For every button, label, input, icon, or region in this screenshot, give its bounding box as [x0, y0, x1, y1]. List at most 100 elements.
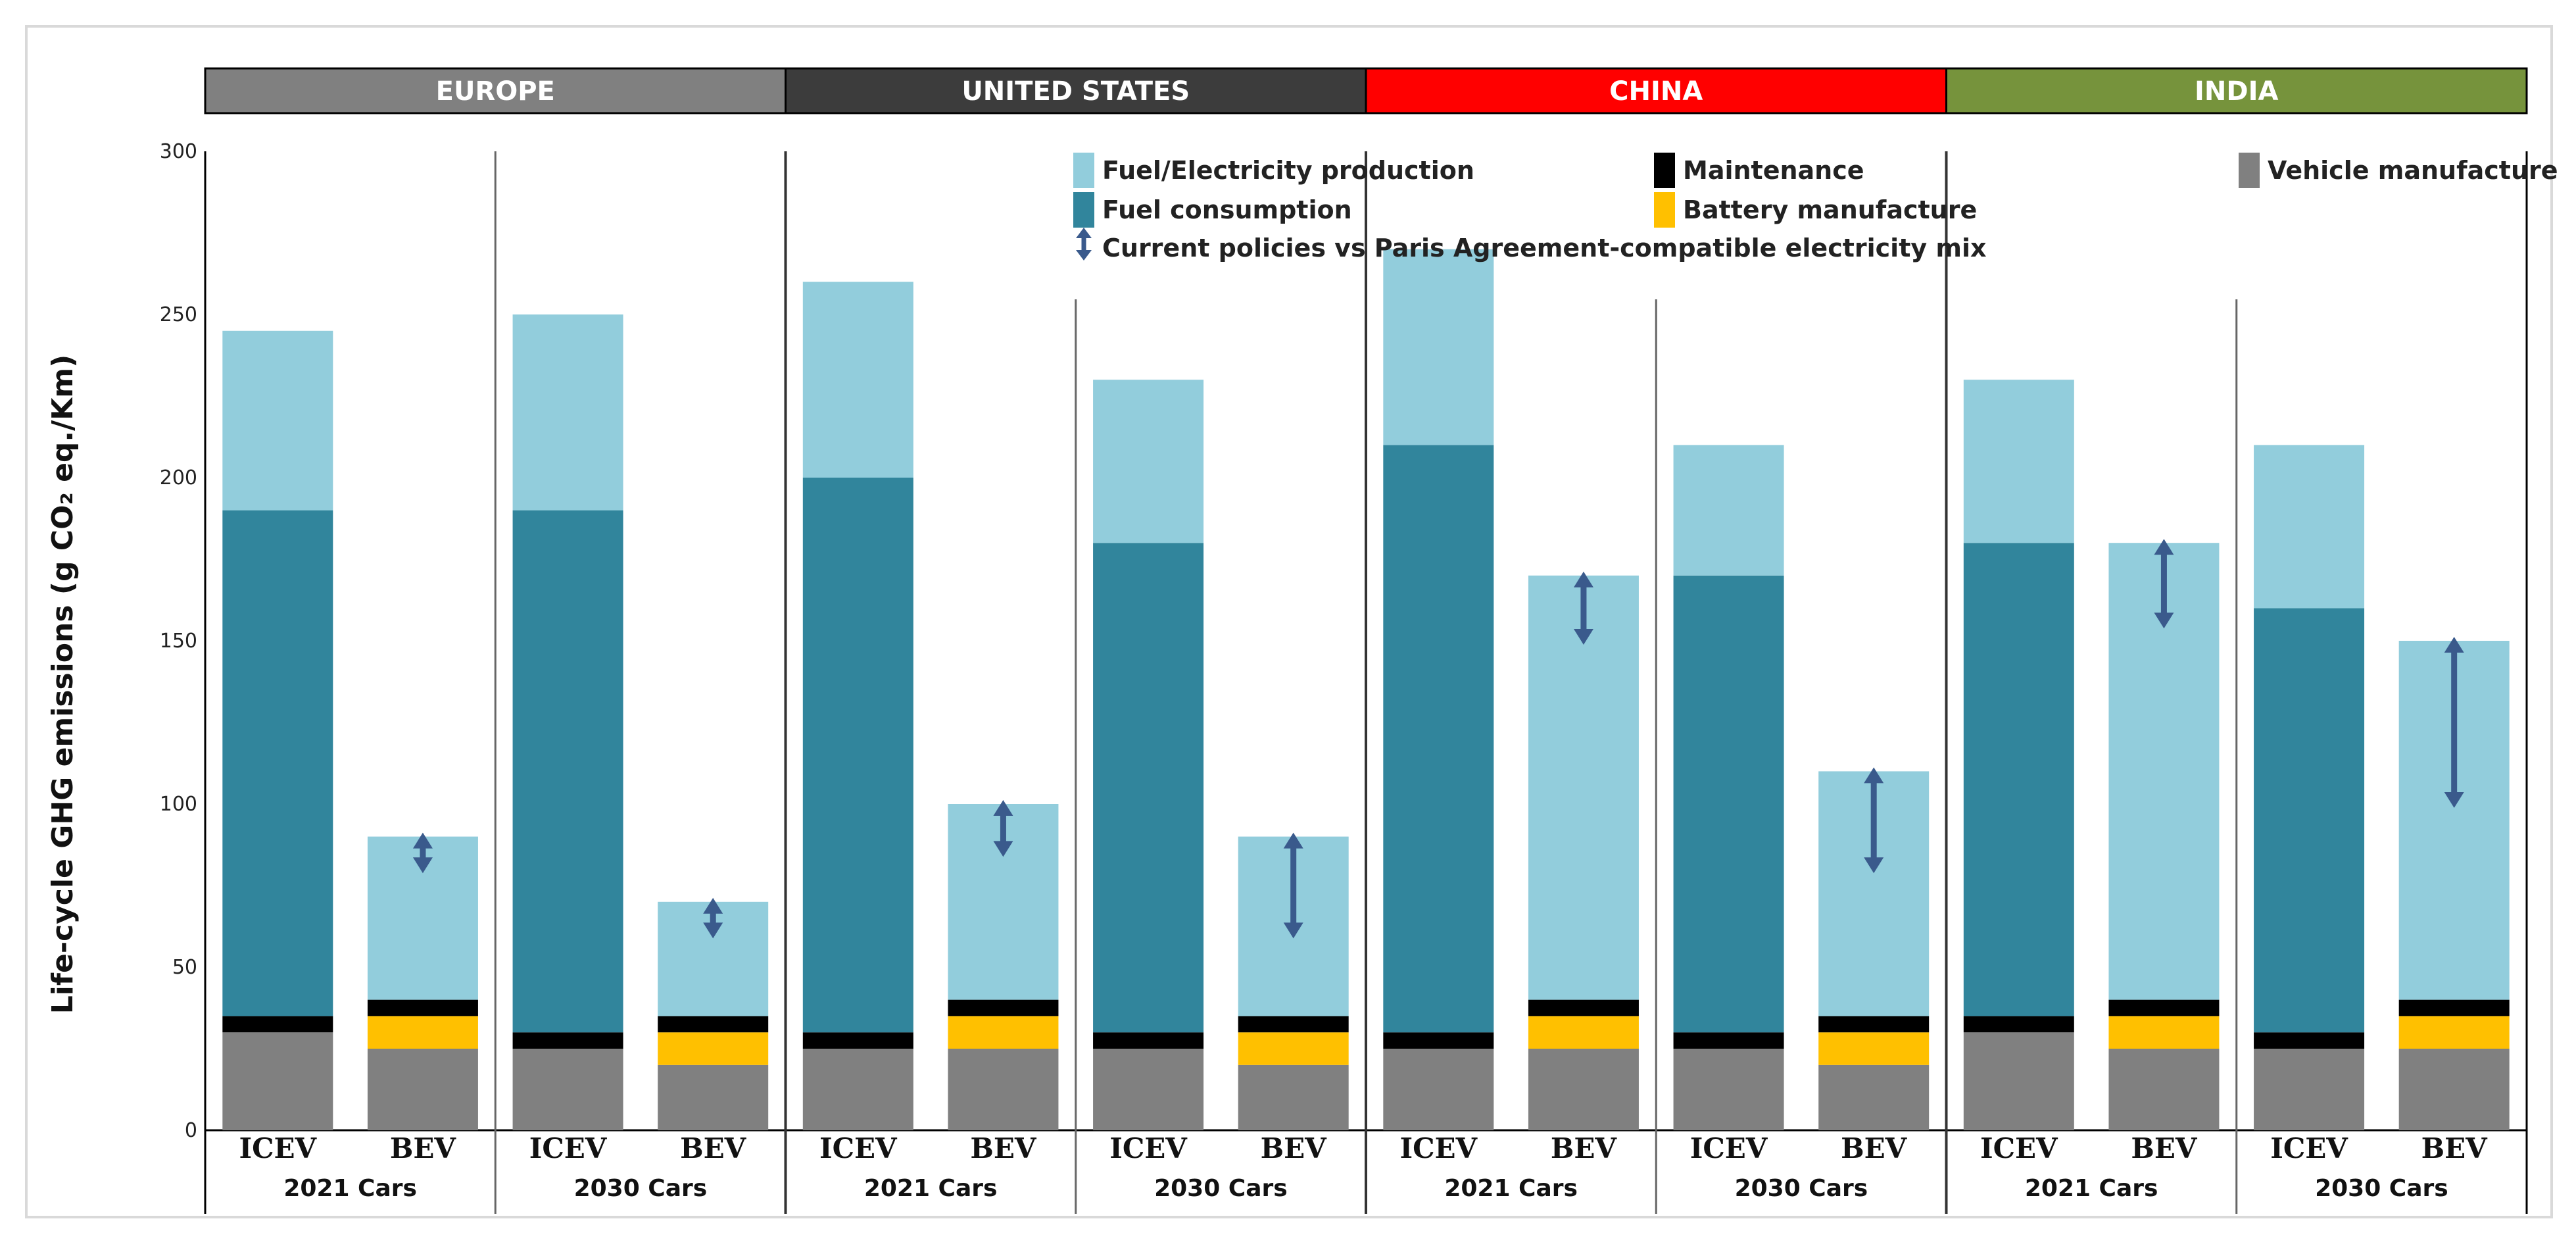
battery-manufacture-segment	[367, 1016, 478, 1049]
fuel-consumption-segment	[1383, 445, 1494, 1033]
maintenance-segment	[1528, 999, 1639, 1016]
fuel-consumption-segment	[1963, 543, 2074, 1016]
region-label: UNITED STATES	[961, 76, 1190, 107]
maintenance-segment	[1963, 1016, 2074, 1033]
y-axis-label: Life-cycle GHG emissions (g CO₂ eq./Km)	[46, 355, 80, 1014]
vehicle-type-label: ICEV	[239, 1132, 317, 1164]
vehicle-type-label: ICEV	[2270, 1132, 2348, 1164]
region-band	[1945, 67, 2528, 114]
maintenance-segment	[2398, 999, 2510, 1016]
car-year-label: 2021 Cars	[2025, 1175, 2158, 1202]
region-label: EUROPE	[436, 76, 555, 107]
vehicle-manufacture-segment	[1818, 1064, 1930, 1130]
region-label: CHINA	[1609, 76, 1703, 107]
car-year-label: 2030 Cars	[1735, 1175, 1868, 1202]
vehicle-manufacture-segment	[512, 1049, 623, 1130]
fuel-electricity-production-segment	[1093, 380, 1204, 543]
policy-range-arrow	[993, 800, 1013, 857]
vehicle-manufacture-segment	[658, 1064, 769, 1130]
fuel-consumption-segment	[2254, 608, 2365, 1033]
fuel-electricity-production-segment	[802, 282, 913, 478]
vehicle-manufacture-segment	[948, 1049, 1059, 1130]
policy-range-arrow	[1573, 571, 1593, 645]
fuel-consumption-segment	[222, 510, 333, 1016]
vehicle-type-label: BEV	[390, 1132, 457, 1164]
legend-swatch	[2239, 153, 2260, 188]
y-tick-label: 100	[160, 793, 197, 816]
legend-swatch	[1654, 192, 1675, 228]
vehicle-type-label: ICEV	[1399, 1132, 1478, 1164]
maintenance-segment	[802, 1032, 913, 1049]
vehicle-manufacture-segment	[1383, 1049, 1494, 1130]
maintenance-segment	[658, 1016, 769, 1033]
fuel-consumption-segment	[802, 478, 913, 1033]
vehicle-manufacture-segment	[2254, 1049, 2365, 1130]
maintenance-segment	[2254, 1032, 2365, 1049]
vehicle-type-label: ICEV	[819, 1132, 898, 1164]
region-band	[785, 67, 1367, 114]
maintenance-segment	[948, 999, 1059, 1016]
vehicle-type-label: ICEV	[1980, 1132, 2058, 1164]
vehicle-type-label: BEV	[2131, 1132, 2198, 1164]
fuel-electricity-production-segment	[1383, 249, 1494, 445]
vehicle-type-label: BEV	[1841, 1132, 1908, 1164]
fuel-electricity-production-segment	[1963, 380, 2074, 543]
policy-range-arrow	[1864, 767, 1884, 874]
vehicle-manufacture-segment	[1528, 1049, 1639, 1130]
vehicle-manufacture-segment	[367, 1049, 478, 1130]
maintenance-segment	[2108, 999, 2220, 1016]
legend-label: Fuel/Electricity production	[1102, 156, 1474, 185]
policy-range-arrow	[412, 832, 433, 874]
battery-manufacture-segment	[1528, 1016, 1639, 1049]
fuel-consumption-segment	[1673, 575, 1784, 1033]
legend-arrow-label: Current policies vs Paris Agreement-comp…	[1102, 234, 1987, 262]
region-header: EUROPE UNITED STATES CHINA INDIA	[204, 67, 2528, 114]
vehicle-manufacture-segment	[2108, 1049, 2220, 1130]
battery-manufacture-segment	[658, 1032, 769, 1065]
car-year-label: 2021 Cars	[1444, 1175, 1578, 1202]
y-tick-label: 250	[160, 303, 197, 326]
plot-area: 0 50 100 150 200 250 300 ICEV BEV 2021 Cars ICEV BE…	[160, 140, 2528, 1214]
vehicle-manufacture-segment	[802, 1049, 913, 1130]
maintenance-segment	[512, 1032, 623, 1049]
maintenance-segment	[222, 1016, 333, 1033]
fuel-electricity-production-segment	[512, 314, 623, 511]
policy-range-arrow	[2154, 539, 2174, 629]
battery-manufacture-segment	[1818, 1032, 1930, 1065]
battery-manufacture-segment	[1238, 1032, 1349, 1065]
policy-range-arrow	[703, 897, 723, 939]
vehicle-manufacture-segment	[1238, 1064, 1349, 1130]
region-label: INDIA	[2195, 76, 2278, 107]
maintenance-segment	[1818, 1016, 1930, 1033]
vehicle-type-label: BEV	[680, 1132, 747, 1164]
fuel-consumption-segment	[512, 510, 623, 1033]
legend-label: Vehicle manufacture	[2268, 156, 2558, 185]
fuel-electricity-production-segment	[222, 330, 333, 511]
legend-swatch	[1654, 153, 1675, 188]
car-year-label: 2030 Cars	[2315, 1175, 2448, 1202]
vehicle-type-label: BEV	[970, 1132, 1037, 1164]
vehicle-manufacture-segment	[2398, 1049, 2510, 1130]
region-band	[204, 67, 787, 114]
maintenance-segment	[367, 999, 478, 1016]
y-tick-label: 0	[185, 1119, 197, 1142]
vehicle-type-label: ICEV	[529, 1132, 608, 1164]
vehicle-type-label: ICEV	[1109, 1132, 1188, 1164]
fuel-electricity-production-segment	[1528, 575, 1639, 1000]
legend-label: Fuel consumption	[1102, 195, 1352, 224]
y-tick-label: 300	[160, 140, 197, 163]
legend-label: Battery manufacture	[1683, 195, 1977, 224]
fuel-electricity-production-segment	[2254, 445, 2365, 609]
fuel-electricity-production-segment	[1673, 445, 1784, 576]
legend-swatch	[1073, 153, 1094, 188]
y-tick-label: 50	[172, 956, 197, 979]
maintenance-segment	[1383, 1032, 1494, 1049]
maintenance-segment	[1093, 1032, 1204, 1049]
battery-manufacture-segment	[2398, 1016, 2510, 1049]
y-tick-label: 200	[160, 466, 197, 489]
vehicle-type-label: BEV	[1261, 1132, 1328, 1164]
vehicle-manufacture-segment	[222, 1032, 333, 1130]
legend-swatch	[1073, 192, 1094, 228]
